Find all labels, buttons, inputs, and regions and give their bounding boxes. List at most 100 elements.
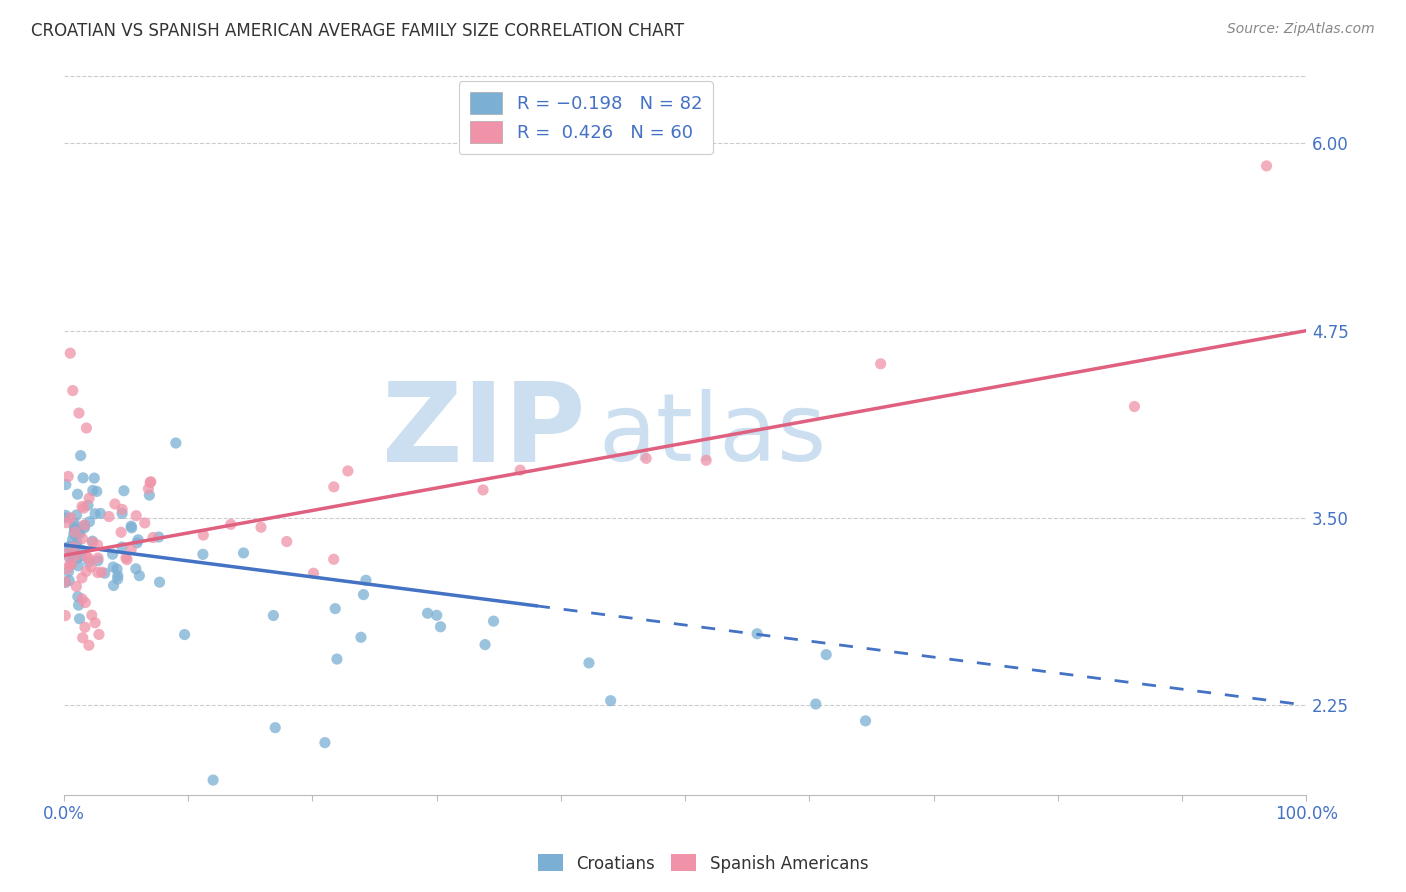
Point [264, 721, 287, 735]
Point [60, 547, 83, 561]
Point [73, 518, 96, 533]
Point [111, 507, 134, 521]
Point [87, 566, 110, 580]
Point [84, 507, 107, 521]
Point [322, 552, 344, 566]
Point [353, 588, 375, 602]
Point [55, 508, 77, 523]
Point [55, 547, 77, 561]
Point [86, 538, 108, 552]
Point [101, 547, 124, 561]
Point [115, 552, 138, 566]
Point [65, 549, 87, 563]
Point [191, 547, 214, 561]
Point [107, 572, 129, 586]
Text: ZIP: ZIP [382, 378, 586, 485]
Point [138, 482, 160, 496]
Point [75, 564, 97, 578]
Point [509, 463, 531, 477]
Point [62, 540, 84, 554]
Legend: R = −0.198   N = 82, R =  0.426   N = 60: R = −0.198 N = 82, R = 0.426 N = 60 [458, 81, 713, 154]
Point [63, 516, 86, 531]
Point [103, 578, 125, 592]
Point [426, 608, 449, 623]
Point [70, 543, 93, 558]
Point [69, 612, 91, 626]
Point [82, 534, 104, 549]
Point [87, 554, 110, 568]
Point [62, 533, 84, 547]
Point [72, 532, 94, 546]
Point [69, 526, 91, 541]
Point [83, 471, 105, 485]
Point [103, 560, 125, 574]
Point [148, 530, 170, 544]
Point [72, 471, 94, 485]
Point [77, 498, 100, 512]
Point [111, 502, 134, 516]
Point [58, 550, 80, 565]
Point [89, 507, 111, 521]
Point [53, 574, 76, 589]
Point [77, 638, 100, 652]
Point [138, 488, 160, 502]
Point [148, 575, 170, 590]
Point [59, 346, 82, 360]
Y-axis label: Average Family Size: Average Family Size [0, 355, 7, 508]
Point [142, 531, 165, 545]
Point [66, 551, 89, 566]
Point [120, 542, 142, 557]
Point [87, 627, 110, 641]
Point [55, 516, 77, 530]
Point [58, 574, 80, 588]
Point [65, 579, 87, 593]
Point [76, 549, 98, 564]
Point [75, 421, 97, 435]
Point [139, 475, 162, 490]
Point [87, 551, 110, 566]
Point [59, 510, 82, 524]
Point [77, 491, 100, 506]
Point [86, 484, 108, 499]
Point [302, 566, 325, 581]
Point [82, 535, 104, 549]
Point [429, 620, 451, 634]
Point [115, 550, 138, 565]
Point [139, 475, 162, 489]
Point [73, 518, 96, 533]
Point [62, 384, 84, 398]
Point [67, 524, 90, 539]
Point [110, 525, 132, 540]
Point [262, 608, 284, 623]
Point [80, 608, 103, 623]
Point [578, 656, 600, 670]
Point [56, 562, 79, 576]
Point [63, 524, 86, 538]
Point [125, 508, 148, 523]
Point [120, 519, 142, 533]
Point [128, 568, 150, 582]
Point [60, 557, 83, 571]
Point [350, 630, 373, 644]
Point [58, 565, 80, 579]
Point [67, 598, 90, 612]
Point [70, 571, 93, 585]
Point [323, 601, 346, 615]
Point [173, 627, 195, 641]
Point [67, 558, 90, 573]
Point [53, 511, 76, 525]
Point [73, 501, 96, 516]
Text: CROATIAN VS SPANISH AMERICAN AVERAGE FAMILY SIZE CORRELATION CHART: CROATIAN VS SPANISH AMERICAN AVERAGE FAM… [31, 22, 685, 40]
Point [90, 565, 112, 579]
Point [62, 527, 84, 541]
Point [104, 497, 127, 511]
Point [67, 406, 90, 420]
Point [111, 540, 134, 554]
Point [56, 541, 79, 555]
Point [66, 487, 89, 501]
Point [125, 562, 148, 576]
Point [326, 652, 349, 666]
Point [53, 608, 76, 623]
Point [250, 520, 273, 534]
Point [75, 596, 97, 610]
